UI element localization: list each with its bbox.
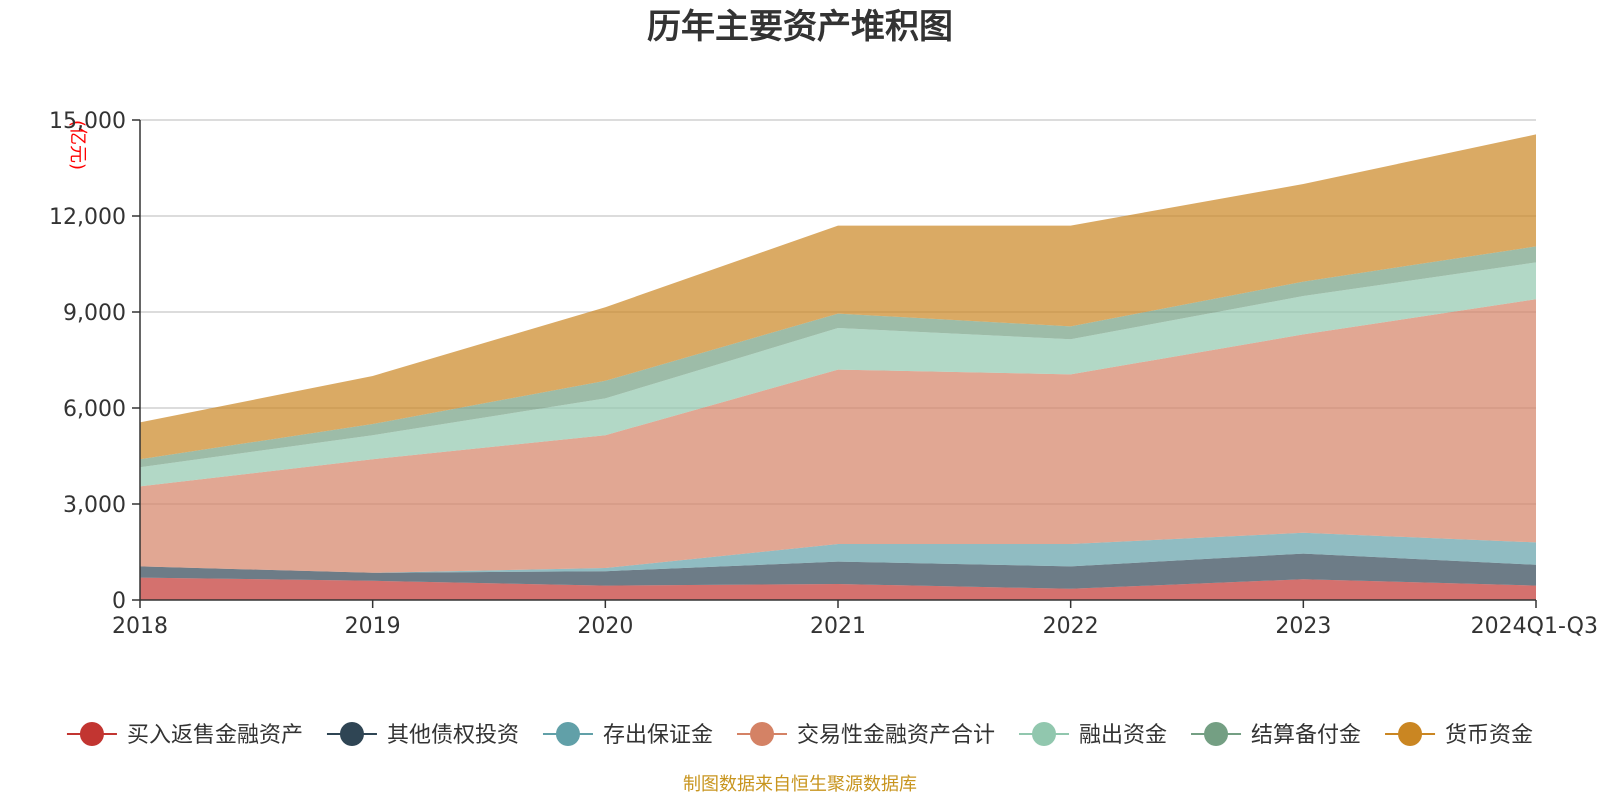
area-series-5 [140,262,1536,487]
area-series-6 [140,246,1536,468]
y-tick-label: 12,000 [49,205,126,230]
legend-item[interactable]: 其他债权投资 [326,722,519,748]
area-series-2 [140,553,1536,589]
legend-marker-dot [79,722,104,746]
y-tick-label: 0 [112,589,126,614]
legend-item[interactable]: 货币资金 [1385,722,1533,748]
legend-label: 货币资金 [1445,723,1533,748]
chart-title: 历年主要资产堆积图 [647,7,953,47]
y-tick-label: 9,000 [63,301,126,326]
legend-item[interactable]: 交易性金融资产合计 [736,722,995,748]
x-tick-label: 2024Q1-Q3 [1471,614,1598,639]
legend-marker-dot [1204,722,1229,746]
legend-item[interactable]: 结算备付金 [1191,722,1361,748]
y-tick-label: 6,000 [63,397,126,422]
x-tick-label: 2018 [112,614,168,639]
legend-marker-dot [1398,722,1423,746]
x-tick-label: 2022 [1043,614,1099,639]
legend-marker-dot [1032,722,1057,746]
legend-marker-dot [749,722,774,746]
area-series-3 [140,532,1536,573]
x-tick-label: 2021 [810,614,866,639]
legend-label: 交易性金融资产合计 [797,723,995,748]
area-series-4 [140,299,1536,573]
legend: 买入返售金融资产 其他债权投资 存出保证金 交易性金融资产合计 融出资金 结算备付金 货币资… [66,722,1533,748]
area-series-7 [140,134,1536,460]
area-series-1 [140,577,1536,600]
legend-item[interactable]: 买入返售金融资产 [66,722,303,748]
x-tick-label: 2023 [1275,614,1331,639]
y-axis-unit: (亿元) [67,120,88,170]
data-source-note: 制图数据来自恒生聚源数据库 [683,774,917,795]
x-tick-label: 2020 [577,614,633,639]
legend-label: 存出保证金 [603,723,713,748]
axes: 0 3,000 6,000 9,000 12,000 15,000 2018 2019 2020… [49,109,1598,639]
legend-marker-dot [555,722,580,746]
legend-item[interactable]: 融出资金 [1019,722,1167,748]
y-tick-label: 15,000 [49,109,126,134]
area-series [140,134,1536,600]
legend-marker-dot [339,722,364,746]
legend-label: 买入返售金融资产 [127,723,303,748]
y-tick-label: 3,000 [63,493,126,518]
legend-label: 融出资金 [1079,723,1167,748]
x-tick-label: 2019 [345,614,401,639]
legend-label: 结算备付金 [1251,723,1361,748]
legend-label: 其他债权投资 [387,723,519,748]
legend-item[interactable]: 存出保证金 [542,722,713,748]
